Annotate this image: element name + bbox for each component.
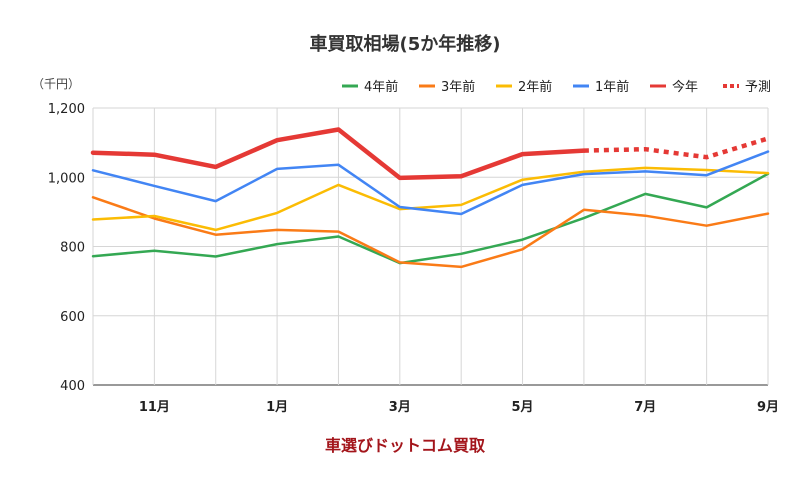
legend-label: 今年 <box>672 79 698 95</box>
y-unit-label: （千円） <box>32 77 80 91</box>
series-line-0 <box>91 172 770 265</box>
x-tick-label: 1月 <box>266 400 288 415</box>
x-tick-label: 5月 <box>512 400 534 415</box>
y-tick-label: 600 <box>60 310 85 325</box>
y-tick-label: 800 <box>60 241 85 256</box>
y-tick-label: 1,000 <box>48 171 85 186</box>
series-line-2 <box>91 166 770 232</box>
series-line-5 <box>583 136 769 160</box>
x-tick-label: 11月 <box>139 400 170 415</box>
y-tick-label: 400 <box>60 379 85 394</box>
chart-title: 車買取相場(5か年推移) <box>310 33 501 55</box>
x-axis-ticks: 11月 1月 3月 5月 7月 9月 <box>139 400 779 415</box>
y-axis-ticks: 400 600 800 1,000 1,200 <box>48 102 85 394</box>
x-tick-label: 3月 <box>389 400 411 415</box>
legend-label: 1年前 <box>595 79 629 95</box>
gridlines <box>92 107 769 386</box>
series-line-4 <box>90 127 587 181</box>
legend-label: 3年前 <box>441 79 475 95</box>
series-lines <box>90 127 770 269</box>
legend: 4年前 3年前 2年前 1年前 今年 予測 <box>342 79 771 95</box>
legend-label: 4年前 <box>364 79 398 95</box>
legend-label: 予測 <box>745 80 771 95</box>
legend-label: 2年前 <box>518 79 552 95</box>
series-line-3 <box>91 150 770 216</box>
y-tick-label: 1,200 <box>48 102 85 117</box>
series-line-1 <box>91 196 770 269</box>
x-tick-label: 7月 <box>634 400 656 415</box>
x-tick-label: 9月 <box>757 400 779 415</box>
source-label: 車選びドットコム買取 <box>325 436 485 455</box>
